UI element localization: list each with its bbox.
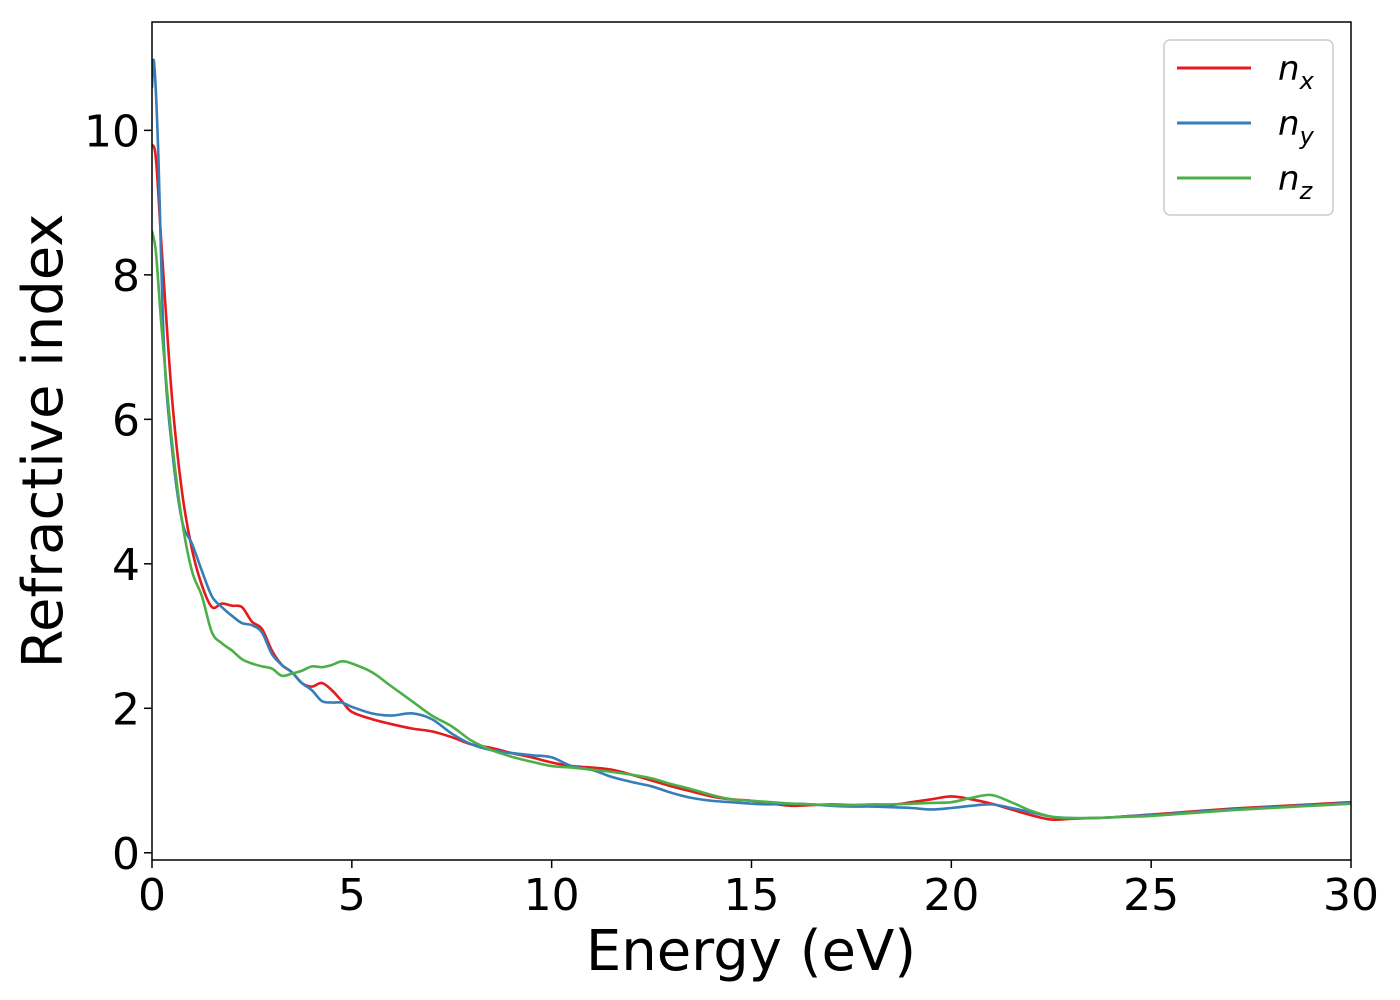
legend: nx ny nz: [1163, 39, 1334, 216]
series-line-y: [152, 58, 1351, 820]
x-tick-label: 25: [1123, 870, 1179, 921]
x-tick-label: 10: [524, 870, 580, 921]
x-tick-label: 0: [138, 870, 166, 921]
legend-label-y: ny: [1278, 104, 1315, 150]
x-axis: 0 5 10 15 20 25 30: [138, 860, 1379, 921]
y-tick-label: 10: [84, 106, 140, 157]
y-axis-title: Refractive index: [11, 214, 76, 669]
legend-box: [1163, 39, 1334, 216]
legend-label-x: nx: [1278, 49, 1315, 95]
x-tick-label: 20: [923, 870, 979, 921]
y-tick-label: 4: [112, 540, 140, 591]
y-tick-label: 8: [112, 251, 140, 302]
y-tick-label: 2: [112, 684, 140, 735]
x-tick-label: 30: [1323, 870, 1379, 921]
x-tick-label: 15: [724, 870, 780, 921]
series-layer: [152, 58, 1351, 822]
legend-label-z: nz: [1278, 159, 1314, 205]
x-axis-title: Energy (eV): [586, 919, 916, 984]
y-axis: 0 2 4 6 8 10: [84, 106, 152, 880]
x-tick-label: 5: [338, 870, 366, 921]
y-tick-label: 0: [112, 829, 140, 880]
y-tick-label: 6: [112, 395, 140, 446]
series-line-x: [152, 143, 1351, 822]
series-line-z: [152, 230, 1351, 820]
